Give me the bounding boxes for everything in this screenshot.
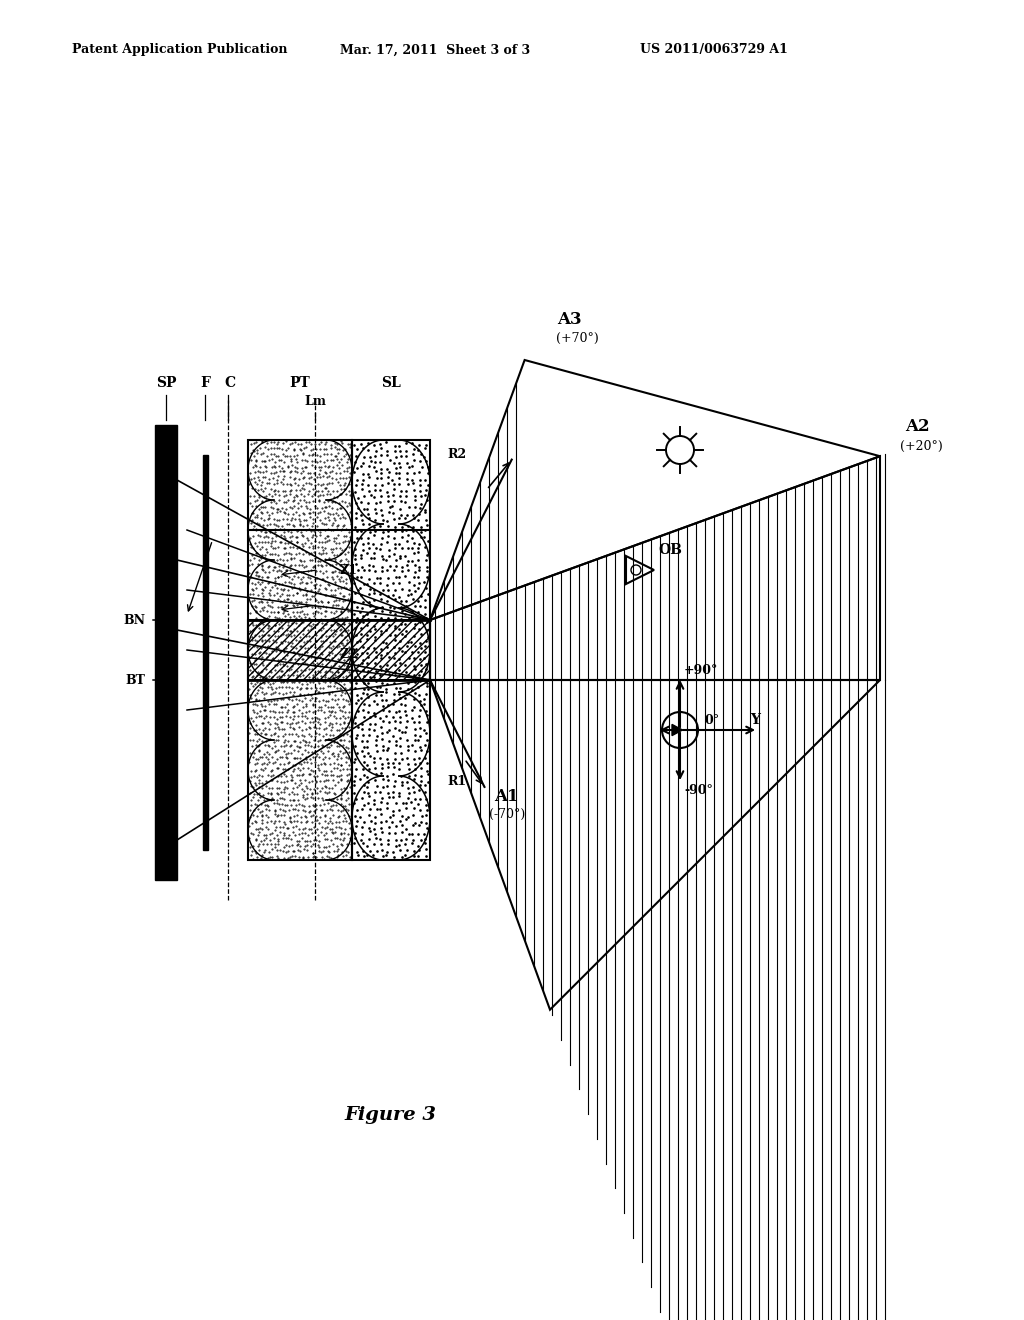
Text: C: C: [224, 376, 236, 389]
Text: F: F: [200, 376, 210, 389]
Text: A3: A3: [557, 312, 582, 329]
Text: A1: A1: [495, 788, 519, 805]
Text: (+20°): (+20°): [900, 440, 943, 453]
Text: R1: R1: [447, 775, 467, 788]
Text: (+70°): (+70°): [556, 331, 599, 345]
Text: OB: OB: [658, 543, 682, 557]
Text: +90°: +90°: [684, 664, 719, 676]
Text: BT: BT: [125, 673, 145, 686]
Polygon shape: [672, 725, 682, 735]
Text: Z1: Z1: [340, 564, 358, 577]
Text: A2: A2: [905, 417, 930, 434]
Text: SP: SP: [156, 376, 176, 389]
Text: Figure 3: Figure 3: [344, 1106, 436, 1125]
Text: SL: SL: [381, 376, 400, 389]
Text: R2: R2: [447, 447, 466, 461]
Text: Y: Y: [750, 713, 760, 727]
Text: 0°: 0°: [705, 714, 719, 726]
Text: Mar. 17, 2011  Sheet 3 of 3: Mar. 17, 2011 Sheet 3 of 3: [340, 44, 530, 57]
Text: US 2011/0063729 A1: US 2011/0063729 A1: [640, 44, 787, 57]
Bar: [155, 425, 177, 880]
Text: PT: PT: [290, 376, 310, 389]
Text: (-70°): (-70°): [489, 808, 525, 821]
Bar: [203, 455, 208, 850]
Bar: [248, 440, 352, 861]
Text: Patent Application Publication: Patent Application Publication: [72, 44, 288, 57]
Text: -90°: -90°: [684, 784, 713, 796]
Text: Z2: Z2: [340, 648, 358, 661]
Text: Lm: Lm: [304, 395, 326, 408]
Text: BN: BN: [123, 614, 145, 627]
Bar: [352, 440, 430, 861]
Bar: [248, 620, 430, 680]
